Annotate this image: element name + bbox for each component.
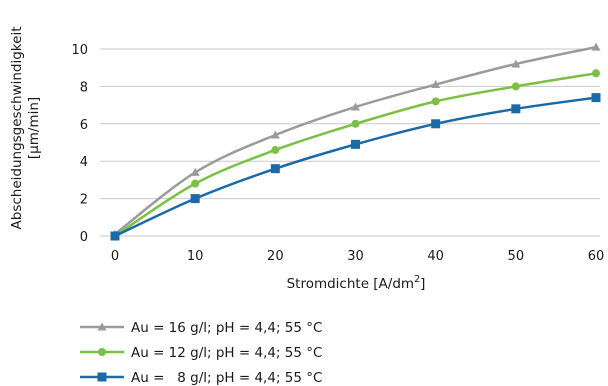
legend-item-au-12: Au = 12 g/l; pH = 4,4; 55 °C: [80, 345, 322, 361]
x-tick-label-10: 10: [187, 249, 204, 264]
data-point-au-16-x60: [591, 42, 601, 51]
data-point-au-16-x30: [351, 102, 360, 111]
series-line-au-12: [113, 72, 598, 238]
legend-marker-au-16: [97, 322, 107, 331]
data-point-au-8-x30: [351, 139, 360, 149]
data-point-au-8-x60: [591, 93, 601, 103]
legend-marker-au-12: [98, 348, 106, 356]
legend-label-au-8: Au = 8 g/l; pH = 4,4; 55 °C: [131, 370, 322, 386]
data-point-au-8-x10: [190, 194, 200, 204]
y-axis-title: Abscheidungsgeschwindigkeit [µm/min]: [9, 27, 42, 230]
y-tick-label-8: 8: [80, 80, 88, 95]
data-point-au-16-x10: [190, 167, 200, 176]
y-tick-label-10: 10: [71, 43, 88, 58]
x-tick-labels: 0 10 20 30 40 50 60: [111, 249, 604, 264]
series-au-8: [110, 93, 601, 241]
x-tick-label-50: 50: [508, 249, 525, 264]
x-axis-title-suffix: ]: [420, 276, 425, 292]
series-line-au-8: [113, 96, 598, 238]
y-tick-labels: 0 2 4 6 8 10: [71, 43, 88, 245]
data-point-au-16-x40: [431, 80, 441, 89]
y-axis-title-line2: [µm/min]: [26, 97, 42, 159]
series-au-16: [110, 42, 601, 238]
x-tick-label-30: 30: [347, 249, 364, 264]
y-tick-label-4: 4: [80, 155, 88, 170]
data-point-au-12-x10: [191, 179, 200, 188]
data-point-au-16-x50: [511, 59, 521, 68]
data-point-au-8-x20: [270, 164, 280, 174]
y-tick-label-0: 0: [80, 230, 88, 245]
data-point-au-12-x50: [511, 82, 520, 91]
y-axis-title-line1: Abscheidungsgeschwindigkeit: [9, 27, 25, 230]
data-point-au-12-x20: [271, 145, 280, 154]
data-point-au-12-x60: [592, 69, 600, 78]
x-axis-title-main: Stromdichte [A/dm: [287, 276, 415, 292]
data-point-au-8-x0: [110, 231, 120, 241]
gridlines: [100, 48, 600, 237]
x-axis-title: Stromdichte [A/dm2]: [287, 274, 426, 292]
x-tick-label-40: 40: [427, 249, 444, 264]
series-layer: [110, 42, 601, 241]
series-au-12: [111, 69, 600, 240]
y-tick-label-6: 6: [80, 118, 88, 133]
data-point-au-8-x50: [511, 104, 521, 114]
legend-label-au-16: Au = 16 g/l; pH = 4,4; 55 °C: [131, 320, 322, 336]
data-point-au-8-x40: [431, 119, 441, 129]
y-tick-label-2: 2: [80, 193, 88, 208]
x-tick-label-0: 0: [111, 249, 119, 264]
legend-item-au-16: Au = 16 g/l; pH = 4,4; 55 °C: [80, 320, 322, 336]
data-point-au-12-x30: [351, 119, 360, 128]
x-tick-label-20: 20: [267, 249, 284, 264]
data-point-au-16-x20: [270, 130, 280, 139]
legend: Au = 16 g/l; pH = 4,4; 55 °C Au = 12 g/l;…: [80, 320, 322, 386]
legend-label-au-12: Au = 12 g/l; pH = 4,4; 55 °C: [131, 345, 322, 361]
x-axis-title-superscript: 2: [414, 274, 420, 285]
x-tick-label-60: 60: [588, 249, 605, 264]
legend-marker-au-8: [97, 372, 107, 382]
legend-item-au-8: Au = 8 g/l; pH = 4,4; 55 °C: [80, 370, 322, 386]
data-point-au-12-x40: [431, 97, 440, 106]
